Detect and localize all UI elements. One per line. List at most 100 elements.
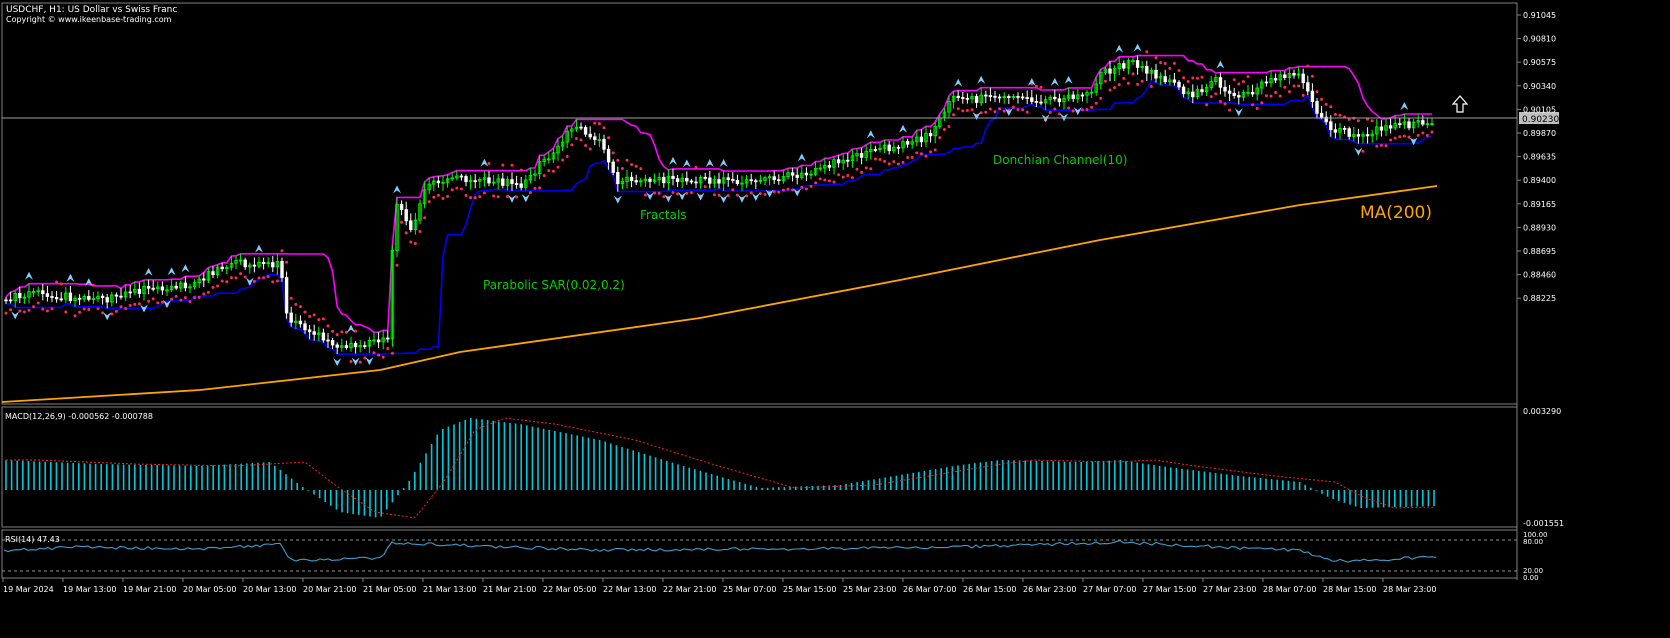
sar-dot (593, 121, 597, 125)
candle-body (878, 147, 882, 151)
candle-body (1204, 87, 1209, 93)
candle-body (372, 339, 376, 342)
fractal-up-marker (705, 158, 714, 167)
rsi-tick-label: 20.00 (1523, 567, 1543, 575)
sar-dot (381, 355, 385, 359)
candle-body (1149, 69, 1154, 74)
candle-body (924, 132, 928, 143)
candle-body (947, 100, 951, 113)
sar-dot (947, 125, 951, 129)
sar-dot (372, 351, 376, 355)
candle-body (436, 180, 441, 184)
sar-dot (965, 108, 969, 112)
sar-dot (1379, 143, 1383, 147)
candle-body (165, 289, 169, 292)
macd-axis: 0.003290 -0.001551 (1523, 407, 1564, 528)
sar-dot (1347, 117, 1351, 121)
sar-dot (1039, 85, 1043, 89)
sar-dot (892, 160, 896, 164)
fractal-down-marker (765, 189, 774, 198)
candle-body (1356, 134, 1361, 137)
sar-dot (423, 216, 427, 220)
sar-dot (533, 186, 537, 190)
sar-dot (1361, 149, 1365, 153)
sar-dot (326, 324, 330, 328)
sar-dot (413, 241, 417, 245)
candle-body (1361, 134, 1365, 137)
fractal-down-marker (696, 192, 705, 201)
sar-dot (1108, 88, 1112, 92)
candle-body (1398, 123, 1402, 126)
candle-body (1338, 127, 1342, 133)
sar-dot (170, 297, 174, 301)
sar-dot (818, 177, 822, 181)
sar-dot (551, 169, 555, 173)
candle-body (1301, 73, 1305, 84)
candle-body (1421, 120, 1425, 125)
sar-dot (1241, 80, 1245, 84)
candle-body (1089, 91, 1094, 94)
sar-dot (404, 231, 408, 235)
sar-dot (1195, 76, 1199, 80)
candle-body (192, 282, 197, 288)
fractal-down-marker (245, 277, 254, 286)
candle-body (951, 95, 956, 102)
sar-dot (685, 191, 689, 195)
candle-body (298, 320, 303, 325)
candle-body (133, 288, 137, 293)
candle-body (979, 94, 983, 103)
candle-body (763, 177, 767, 181)
candle-body (827, 165, 832, 168)
candle-body (1402, 121, 1407, 125)
candle-body (698, 176, 703, 184)
sar-dot (1398, 135, 1402, 139)
sar-dot (234, 276, 238, 280)
candle-body (744, 179, 749, 184)
sar-dot (1159, 61, 1163, 65)
candle-body (928, 132, 933, 137)
sar-dot (763, 192, 767, 196)
time-tick-label: 22 Mar 21:00 (663, 585, 716, 594)
fractal-up-marker (899, 124, 907, 133)
sar-dot (519, 168, 523, 172)
candle-body (4, 299, 8, 302)
sar-dot (510, 163, 514, 167)
candle-body (961, 97, 965, 99)
candle-body (41, 290, 45, 295)
sar-dot (726, 193, 730, 197)
sar-dot (662, 195, 666, 199)
candle-body (197, 278, 201, 283)
sar-dot (446, 194, 450, 198)
sar-dot (1126, 81, 1130, 85)
sar-dot (197, 295, 201, 299)
candle-body (1324, 116, 1328, 123)
fractal-down-marker (664, 194, 673, 203)
fractal-up-marker (977, 75, 986, 84)
donchian-upper-line (5, 54, 1432, 334)
sar-dot (317, 318, 321, 322)
sar-dot (1297, 84, 1301, 88)
time-tick-label: 21 Mar 21:00 (483, 585, 536, 594)
sar-dot (220, 279, 224, 283)
sar-dot (1384, 144, 1388, 148)
sar-dot (607, 136, 611, 140)
fractal-up-marker (347, 324, 355, 333)
sar-dot (262, 276, 266, 280)
sar-dot (781, 188, 785, 192)
candle-body (464, 176, 468, 183)
fractal-up-marker (1216, 60, 1225, 69)
candle-body (1333, 129, 1338, 133)
time-axis: 19 Mar 2024 19 Mar 13:00 19 Mar 21:00 20 Ma… (2, 578, 1436, 594)
sar-dot (174, 294, 178, 298)
sar-dot (671, 190, 675, 194)
copyright-text: Copyright © www.ikeenbase-trading.com (6, 15, 172, 24)
candle-body (82, 296, 86, 300)
sar-dot (206, 290, 210, 294)
sar-dot (501, 163, 505, 167)
candle-body (864, 151, 868, 158)
candle-body (754, 180, 758, 183)
candle-body (312, 331, 316, 335)
rsi-path (3, 539, 1437, 563)
candle-body (64, 292, 68, 300)
